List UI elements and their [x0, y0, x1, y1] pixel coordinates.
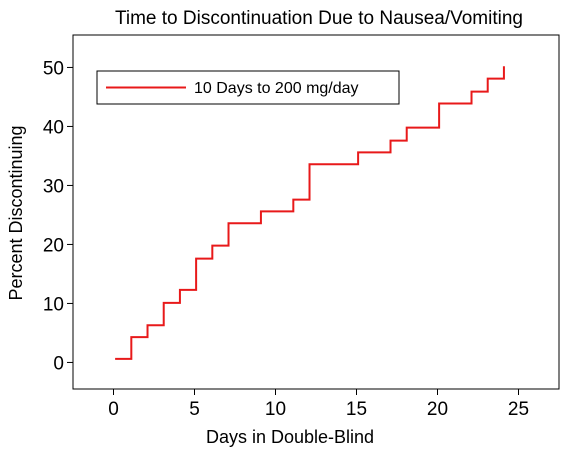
x-axis-label: Days in Double-Blind — [206, 427, 374, 447]
y-tick-label: 0 — [53, 353, 64, 374]
y-tick-label: 10 — [43, 294, 64, 315]
series-line — [115, 66, 505, 360]
x-tick-label: 5 — [189, 399, 200, 420]
y-tick-label: 20 — [43, 235, 64, 256]
x-tick-label: 20 — [427, 399, 448, 420]
y-tick-label: 40 — [43, 117, 64, 138]
series-layer — [115, 66, 505, 360]
x-tick-label: 25 — [508, 399, 529, 420]
y-tick-label: 30 — [43, 176, 64, 197]
x-axis: 0 5 10 15 20 25 — [108, 389, 529, 420]
x-tick-label: 15 — [346, 399, 367, 420]
y-axis-label: Percent Discontinuing — [6, 125, 26, 300]
y-axis: 0 10 20 30 40 50 — [43, 58, 73, 374]
legend: 10 Days to 200 mg/day — [96, 70, 400, 105]
chart-title: Time to Discontinuation Due to Nausea/Vo… — [115, 8, 523, 29]
x-tick-label: 0 — [108, 399, 119, 420]
x-tick-label: 10 — [265, 399, 286, 420]
y-tick-label: 50 — [43, 58, 64, 79]
plot-frame — [72, 34, 560, 390]
legend-label: 10 Days to 200 mg/day — [194, 80, 359, 97]
